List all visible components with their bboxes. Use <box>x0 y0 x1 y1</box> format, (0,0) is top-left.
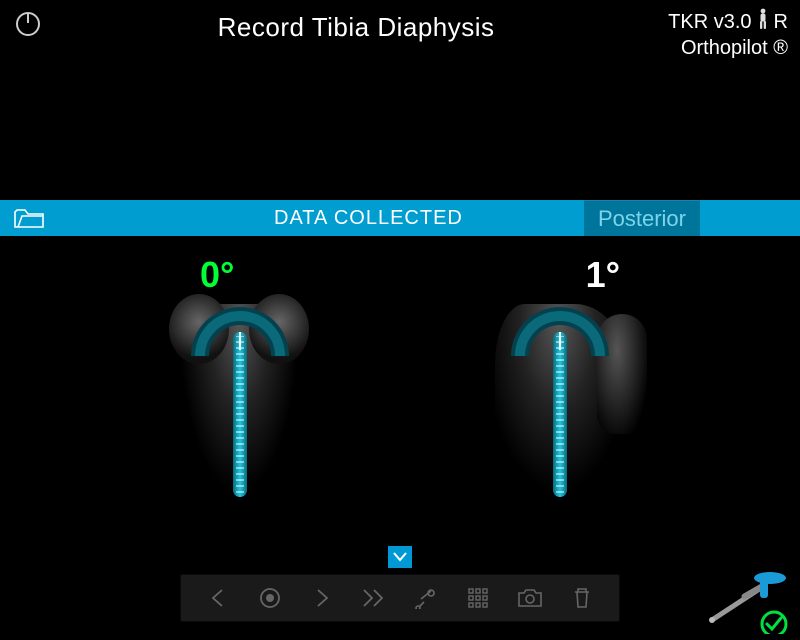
expand-toolbar-button[interactable] <box>388 546 412 568</box>
lateral-angle: 1° <box>586 254 620 296</box>
header: Record Tibia Diaphysis TKR v3.0 R Orthop… <box>0 0 800 60</box>
lateral-view: 1° <box>440 246 680 506</box>
brand-label: Orthopilot ® <box>668 36 788 60</box>
step-forward-button[interactable] <box>307 583 337 613</box>
status-bar: DATA COLLECTED Posterior <box>0 200 800 236</box>
delete-button[interactable] <box>567 583 597 613</box>
header-info: TKR v3.0 R Orthopilot ® <box>668 8 788 60</box>
frontal-model <box>155 276 325 506</box>
pointer-tool-indicator[interactable] <box>704 564 794 634</box>
settings-button[interactable] <box>411 583 441 613</box>
fast-forward-button[interactable] <box>359 583 389 613</box>
grid-button[interactable] <box>463 583 493 613</box>
page-title: Record Tibia Diaphysis <box>218 12 495 43</box>
frontal-view: 0° <box>120 246 360 506</box>
alignment-rod <box>233 332 247 497</box>
status-text: DATA COLLECTED <box>274 207 463 230</box>
frontal-angle: 0° <box>200 254 234 296</box>
view-selector[interactable]: Posterior <box>584 200 700 236</box>
lateral-model <box>475 276 645 506</box>
folder-icon[interactable] <box>14 207 44 229</box>
camera-button[interactable] <box>515 583 545 613</box>
power-button[interactable] <box>12 8 44 40</box>
body-icon <box>756 8 770 36</box>
side-label: R <box>774 10 788 34</box>
back-button[interactable] <box>203 583 233 613</box>
views-container: 0° 1° <box>0 246 800 526</box>
version-label: TKR v3.0 <box>668 10 751 34</box>
view-label-text: Posterior <box>598 206 686 232</box>
record-button[interactable] <box>255 583 285 613</box>
alignment-rod <box>553 332 567 497</box>
bottom-toolbar <box>180 574 620 622</box>
